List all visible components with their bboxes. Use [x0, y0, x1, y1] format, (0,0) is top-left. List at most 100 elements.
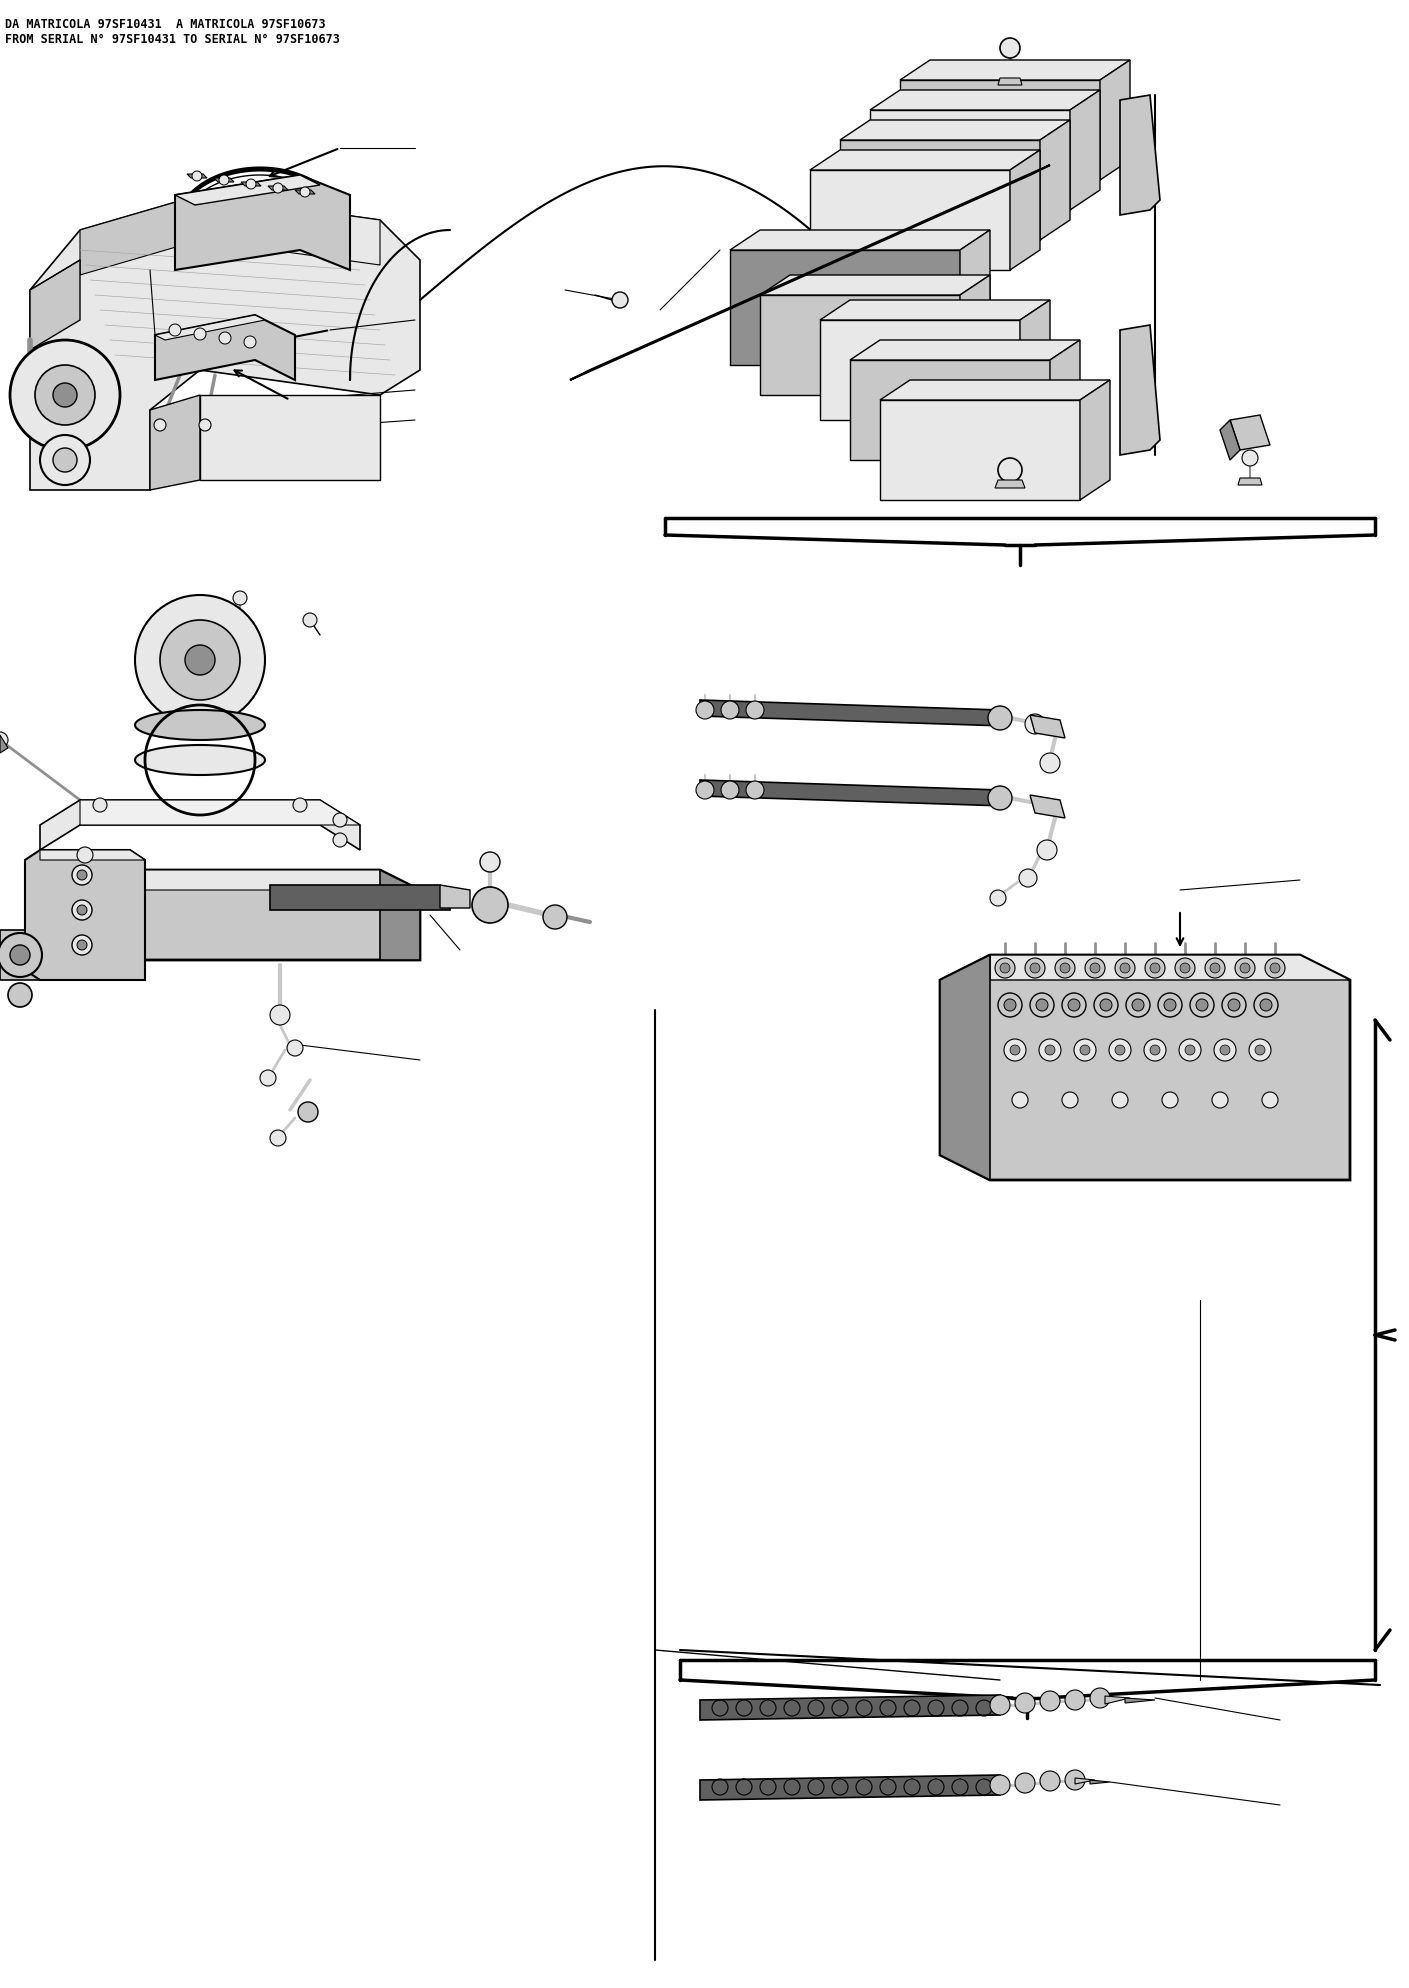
Circle shape	[232, 590, 247, 604]
Circle shape	[480, 853, 500, 873]
Circle shape	[612, 292, 628, 308]
Polygon shape	[759, 294, 960, 396]
Polygon shape	[730, 250, 960, 366]
Circle shape	[303, 612, 317, 626]
Polygon shape	[1081, 380, 1110, 501]
Circle shape	[991, 1696, 1010, 1716]
Polygon shape	[1020, 300, 1050, 419]
Polygon shape	[241, 183, 261, 187]
Circle shape	[1164, 1000, 1177, 1012]
Polygon shape	[175, 175, 320, 205]
Circle shape	[0, 932, 42, 976]
Polygon shape	[39, 799, 361, 851]
Polygon shape	[1239, 477, 1262, 485]
Polygon shape	[995, 479, 1024, 487]
Circle shape	[1030, 962, 1040, 972]
Polygon shape	[940, 954, 991, 1181]
Circle shape	[35, 366, 94, 425]
Polygon shape	[1124, 1698, 1155, 1704]
Polygon shape	[155, 314, 265, 340]
Circle shape	[1229, 1000, 1240, 1012]
Circle shape	[244, 336, 256, 348]
Circle shape	[1100, 1000, 1112, 1012]
Circle shape	[1115, 958, 1136, 978]
Circle shape	[1270, 962, 1279, 972]
Circle shape	[1085, 958, 1105, 978]
Polygon shape	[1030, 716, 1065, 738]
Polygon shape	[1069, 89, 1100, 211]
Circle shape	[1109, 1040, 1131, 1062]
Circle shape	[1179, 962, 1191, 972]
Circle shape	[0, 732, 8, 747]
Circle shape	[1014, 1694, 1036, 1714]
Circle shape	[1240, 962, 1250, 972]
Circle shape	[300, 187, 310, 197]
Circle shape	[287, 1040, 303, 1056]
Circle shape	[1060, 962, 1069, 972]
Polygon shape	[187, 175, 207, 179]
Circle shape	[185, 644, 216, 676]
Polygon shape	[1120, 95, 1160, 215]
Circle shape	[1248, 1040, 1271, 1062]
Circle shape	[77, 847, 93, 863]
Polygon shape	[881, 380, 1110, 400]
Polygon shape	[900, 80, 1100, 181]
Circle shape	[1205, 958, 1224, 978]
Polygon shape	[700, 1775, 1000, 1799]
Polygon shape	[869, 109, 1069, 211]
Circle shape	[1241, 449, 1258, 465]
Polygon shape	[730, 231, 991, 250]
Circle shape	[988, 785, 1012, 809]
Circle shape	[93, 797, 107, 811]
Polygon shape	[1075, 1777, 1095, 1783]
Circle shape	[1210, 962, 1220, 972]
Ellipse shape	[135, 710, 265, 740]
Circle shape	[293, 797, 307, 811]
Polygon shape	[1010, 149, 1040, 270]
Circle shape	[77, 871, 87, 881]
Polygon shape	[440, 885, 471, 909]
Circle shape	[991, 891, 1006, 907]
Polygon shape	[294, 191, 316, 195]
Circle shape	[745, 702, 764, 720]
Polygon shape	[850, 360, 1050, 459]
Circle shape	[995, 958, 1014, 978]
Circle shape	[54, 447, 77, 471]
Circle shape	[72, 934, 92, 954]
Polygon shape	[30, 195, 420, 489]
Circle shape	[77, 940, 87, 950]
Circle shape	[1185, 1046, 1195, 1056]
Circle shape	[998, 457, 1022, 481]
Circle shape	[1093, 992, 1117, 1018]
Circle shape	[696, 781, 714, 799]
Circle shape	[1000, 962, 1010, 972]
Circle shape	[1062, 992, 1086, 1018]
Ellipse shape	[135, 746, 265, 775]
Circle shape	[1065, 1690, 1085, 1710]
Polygon shape	[214, 179, 234, 183]
Polygon shape	[960, 231, 991, 366]
Circle shape	[1040, 753, 1060, 773]
Circle shape	[1005, 1000, 1016, 1012]
Circle shape	[1150, 962, 1160, 972]
Polygon shape	[80, 871, 420, 891]
Polygon shape	[869, 89, 1100, 109]
Polygon shape	[1091, 1779, 1110, 1783]
Circle shape	[247, 179, 256, 189]
Polygon shape	[900, 60, 1130, 80]
Circle shape	[1005, 1040, 1026, 1062]
Circle shape	[1144, 1040, 1167, 1062]
Polygon shape	[1220, 419, 1240, 459]
Polygon shape	[30, 260, 80, 350]
Polygon shape	[700, 779, 1005, 805]
Polygon shape	[1100, 60, 1130, 181]
Polygon shape	[960, 274, 991, 396]
Circle shape	[333, 813, 347, 827]
Circle shape	[135, 594, 265, 726]
Circle shape	[194, 328, 206, 340]
Polygon shape	[810, 171, 1010, 270]
Circle shape	[77, 905, 87, 914]
Circle shape	[1115, 1046, 1124, 1056]
Circle shape	[1055, 958, 1075, 978]
Circle shape	[1260, 1000, 1272, 1012]
